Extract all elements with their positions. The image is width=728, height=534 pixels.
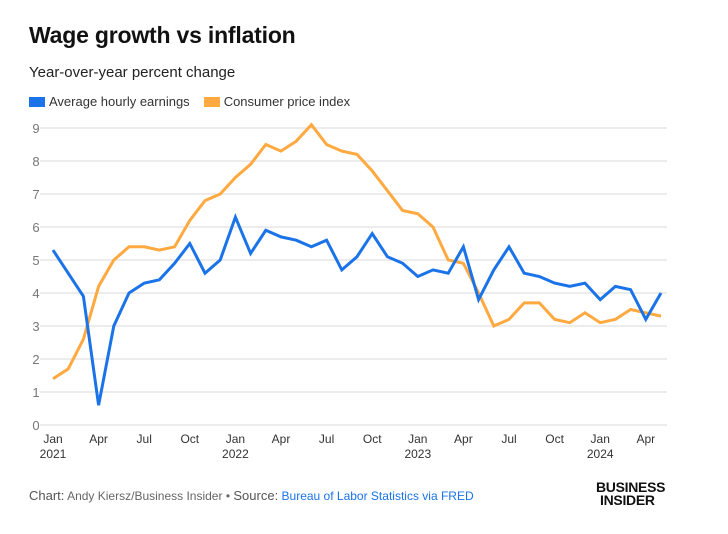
x-tick-label: Oct bbox=[363, 432, 382, 446]
x-tick-label: Jul bbox=[319, 432, 334, 446]
y-tick-label: 9 bbox=[32, 121, 39, 136]
series-line-cpi bbox=[52, 122, 662, 381]
chart-credit-label: Chart: bbox=[29, 488, 65, 503]
logo-line-1: BUSINESS bbox=[596, 479, 666, 495]
x-tick-label: Jan bbox=[226, 432, 245, 446]
business-insider-logo: BUSINESS INSIDER bbox=[596, 479, 666, 508]
legend-item-wage: Average hourly earnings bbox=[29, 94, 190, 109]
y-tick-label: 3 bbox=[32, 319, 39, 334]
x-tick-label: Oct bbox=[180, 432, 199, 446]
y-tick-label: 2 bbox=[32, 352, 39, 367]
x-tick-label: Apr bbox=[272, 432, 291, 446]
x-tick-label: Oct bbox=[545, 432, 564, 446]
series-lines bbox=[51, 122, 663, 406]
source-label: Source: bbox=[233, 488, 279, 503]
x-tick-year-label: 2024 bbox=[587, 447, 614, 461]
logo-line-2: INSIDER bbox=[600, 492, 655, 508]
x-tick-label: Jul bbox=[501, 432, 516, 446]
source-link[interactable]: Bureau of Labor Statistics via FRED bbox=[281, 489, 474, 503]
x-tick-label: Jul bbox=[137, 432, 152, 446]
x-tick-year-label: 2022 bbox=[222, 447, 249, 461]
chart-subtitle: Year-over-year percent change bbox=[29, 64, 236, 81]
footer-credits: Chart: Andy Kiersz/Business Insider • So… bbox=[29, 488, 474, 503]
gridlines bbox=[40, 127, 667, 426]
x-tick-label: Jan bbox=[43, 432, 62, 446]
x-tick-label: Apr bbox=[636, 432, 655, 446]
x-tick-label: Apr bbox=[89, 432, 108, 446]
chart-title: Wage growth vs inflation bbox=[29, 22, 296, 48]
chart-author: Andy Kiersz/Business Insider bbox=[67, 489, 223, 503]
x-tick-label: Apr bbox=[454, 432, 473, 446]
legend: Average hourly earnings Consumer price i… bbox=[29, 94, 364, 109]
y-axis-ticks: 0 1 2 3 4 5 6 7 8 9 bbox=[32, 121, 39, 433]
x-tick-year-label: 2023 bbox=[404, 447, 431, 461]
legend-swatch-wage bbox=[29, 96, 45, 107]
y-tick-label: 6 bbox=[32, 220, 39, 235]
y-tick-label: 1 bbox=[32, 385, 39, 400]
legend-label-cpi: Consumer price index bbox=[223, 94, 351, 109]
legend-item-cpi: Consumer price index bbox=[203, 94, 351, 109]
y-tick-label: 7 bbox=[32, 187, 39, 202]
y-tick-label: 4 bbox=[32, 286, 39, 301]
bullet-separator: • bbox=[225, 489, 231, 503]
y-tick-label: 5 bbox=[32, 253, 39, 268]
x-tick-label: Jan bbox=[591, 432, 610, 446]
legend-label-wage: Average hourly earnings bbox=[49, 94, 190, 109]
y-tick-label: 8 bbox=[32, 154, 39, 169]
series-line-wage bbox=[51, 212, 663, 406]
x-tick-label: Jan bbox=[408, 432, 427, 446]
y-tick-label: 0 bbox=[32, 418, 39, 433]
legend-swatch-cpi bbox=[203, 96, 220, 107]
x-tick-year-label: 2021 bbox=[40, 447, 67, 461]
